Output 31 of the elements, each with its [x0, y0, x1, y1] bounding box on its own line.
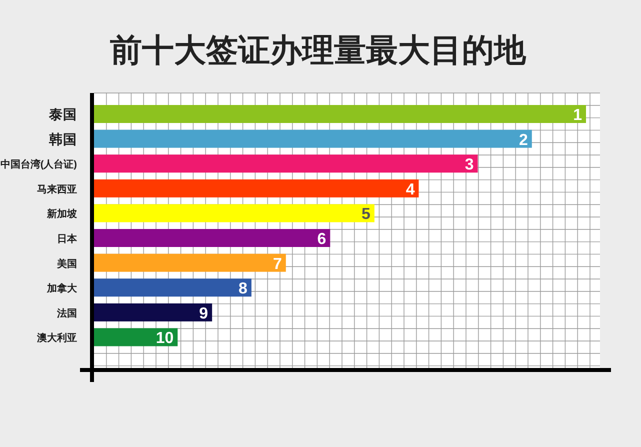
- y-tick-label: 中国台湾(人台证): [0, 158, 77, 171]
- y-tick-label: 加拿大: [46, 282, 78, 295]
- bar: [94, 105, 586, 123]
- y-tick-label: 澳大利亚: [36, 332, 77, 344]
- annotation: 6: [317, 231, 326, 248]
- y-tick-label: 新加坡: [46, 208, 78, 220]
- bar: [94, 278, 252, 297]
- y-tick-label: 美国: [56, 258, 77, 270]
- annotation: 10: [156, 330, 174, 348]
- bar: [94, 204, 374, 222]
- bar: [94, 154, 478, 173]
- annotation: 9: [199, 305, 208, 322]
- annotation: 2: [518, 132, 528, 149]
- y-tick-label: 泰国: [48, 107, 77, 122]
- annotation: 8: [238, 280, 248, 298]
- y-tick-label: 马来西亚: [37, 183, 77, 196]
- bar: [94, 303, 212, 322]
- y-tick-label: 法国: [56, 307, 77, 320]
- annotation: 5: [362, 206, 371, 224]
- chart-title: 前十大签证办理量最大目的地: [110, 32, 527, 68]
- annotation: 1: [573, 107, 582, 124]
- bar: [94, 179, 419, 198]
- bar: [94, 229, 330, 247]
- annotation: 4: [406, 181, 415, 198]
- y-tick-label: 韩国: [48, 132, 77, 147]
- annotation: 7: [272, 256, 282, 273]
- annotation: 3: [464, 156, 474, 174]
- y-tick-label: 日本: [57, 233, 78, 245]
- bar: [94, 328, 178, 346]
- bar: [94, 130, 532, 148]
- bar: [94, 254, 286, 272]
